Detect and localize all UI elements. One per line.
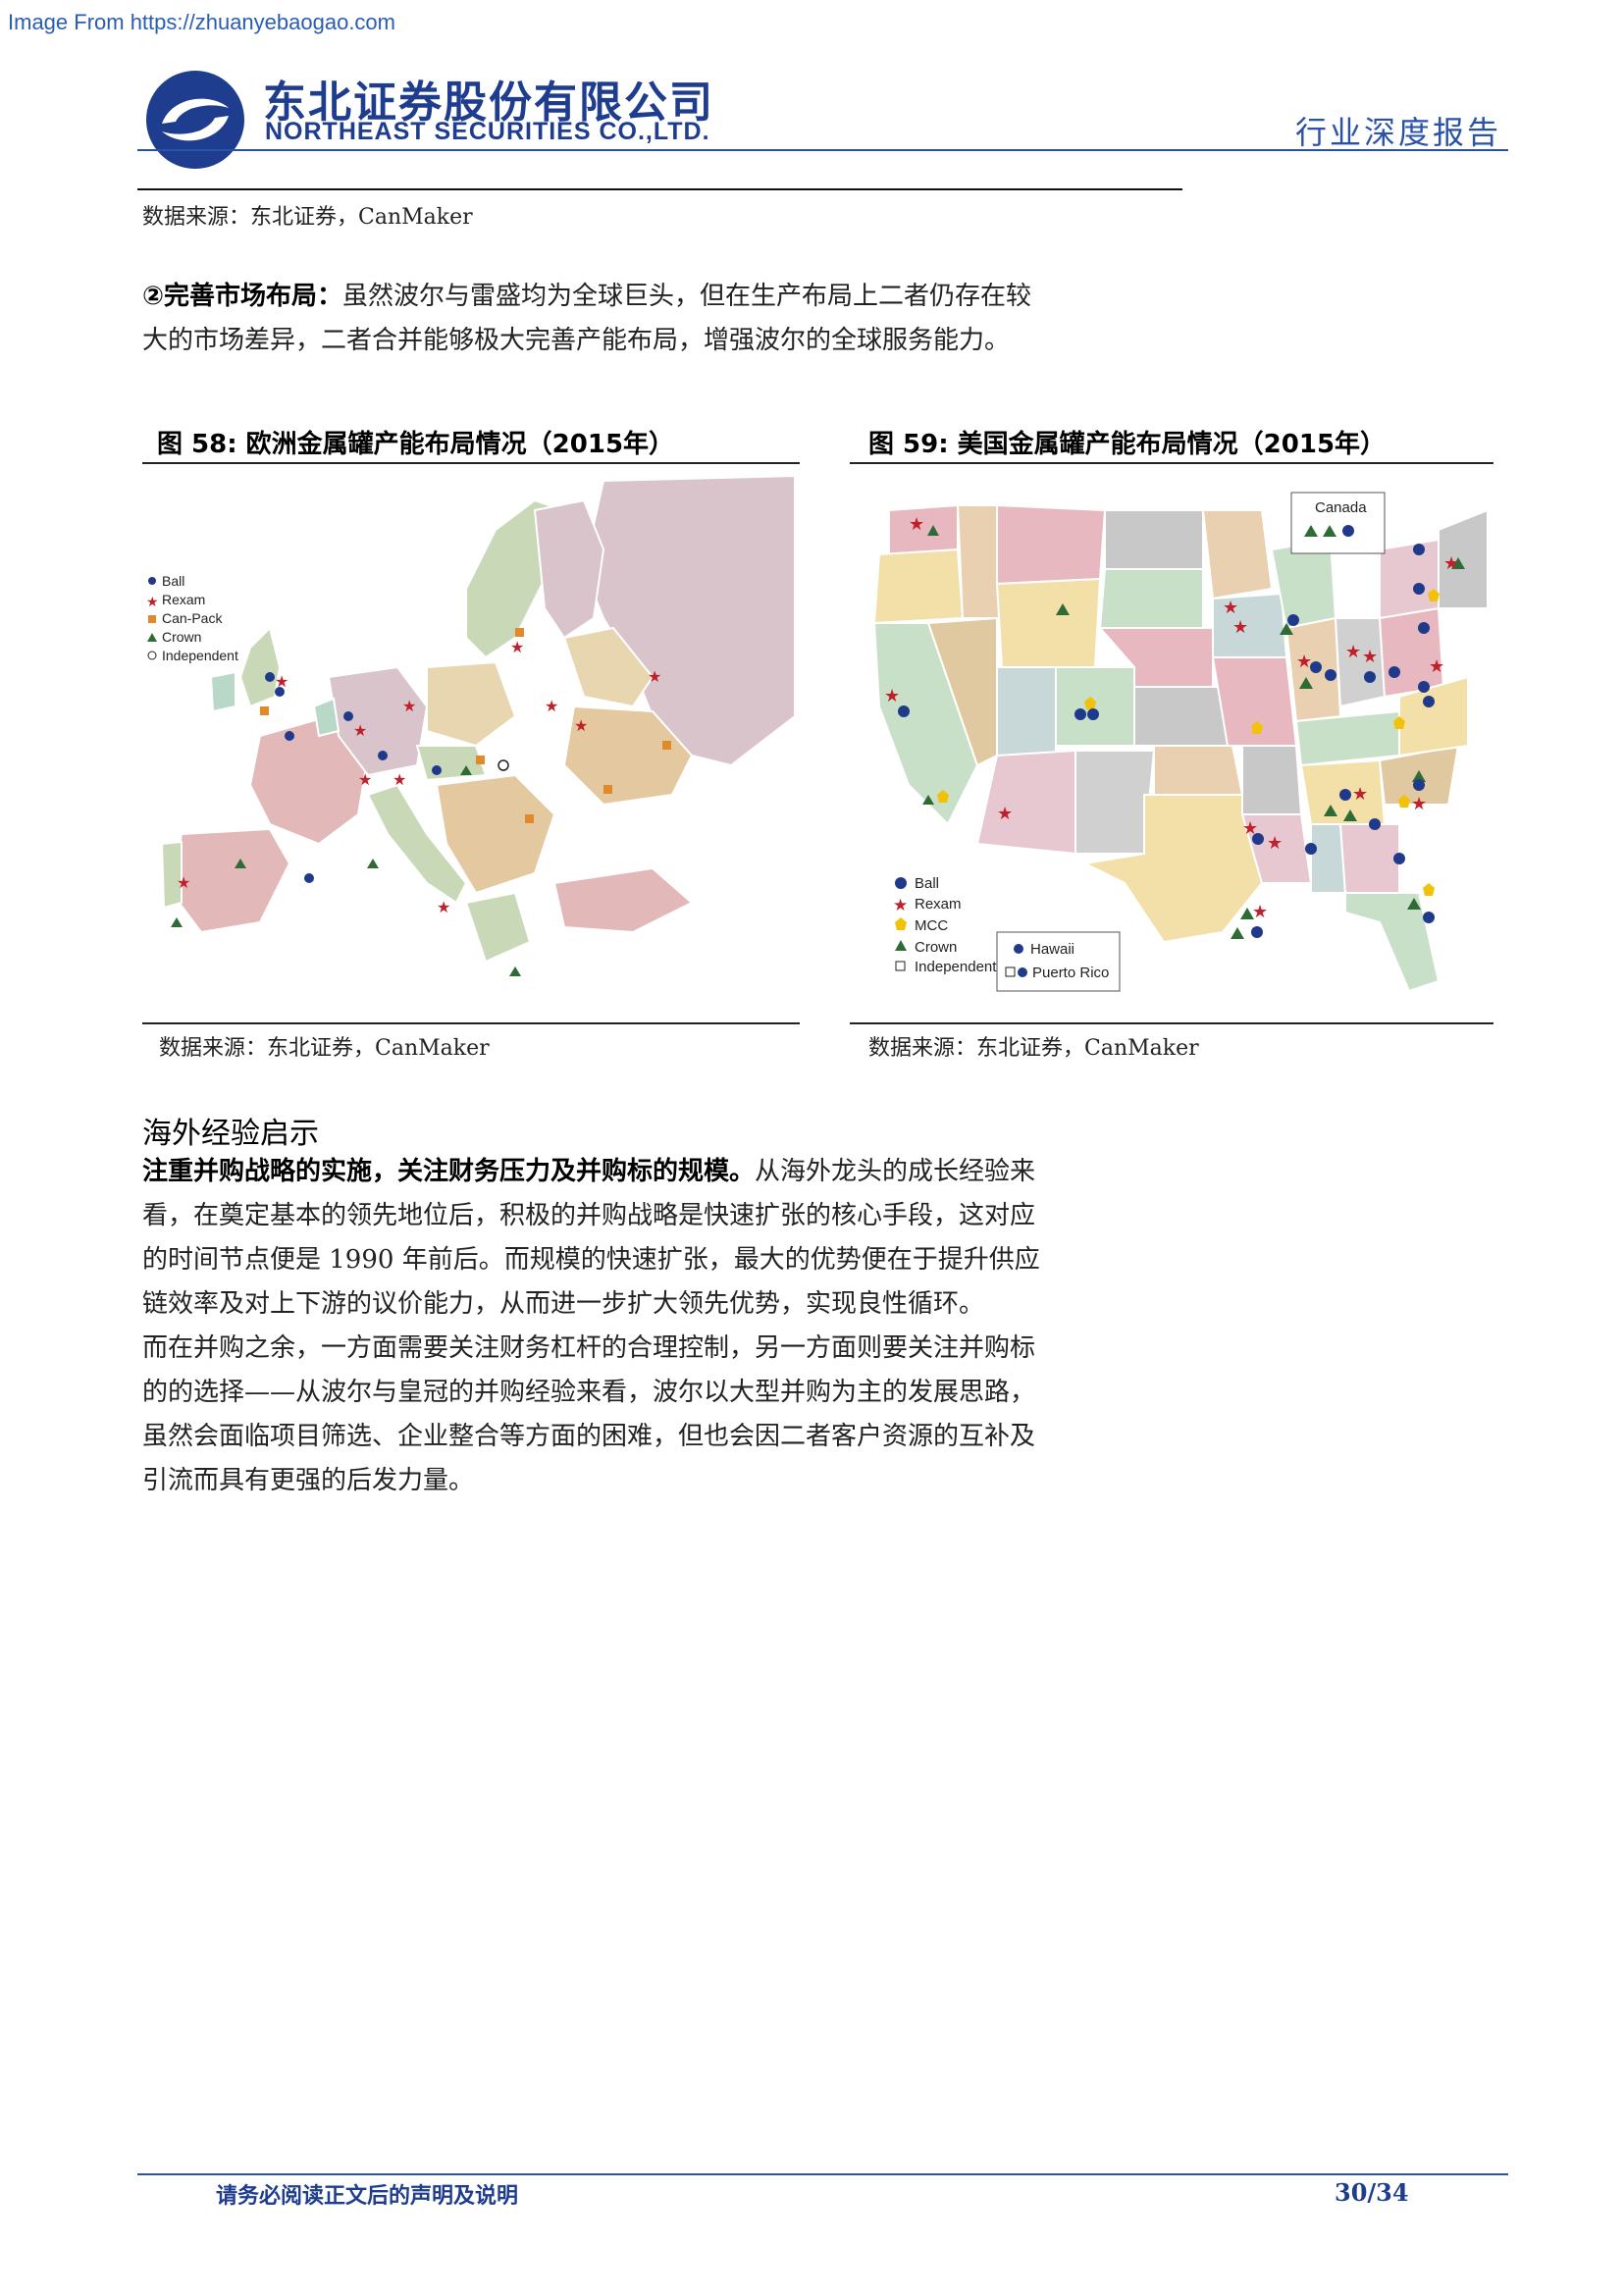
footer-disclaimer: 请务必阅读正文后的声明及说明 [216, 2184, 519, 2209]
paragraph-mna-strategy: 注重并购战略的实施，关注财务压力及并购标的规模。从海外龙头的成长经验来 看，在奠… [142, 1150, 1163, 1327]
svg-text:★: ★ [1223, 598, 1238, 618]
svg-text:★: ★ [275, 672, 288, 691]
figure-59-bottom-rule [850, 1022, 1493, 1024]
canada-inset: Canada [1290, 492, 1386, 554]
svg-text:★: ★ [1362, 647, 1378, 667]
legend-independent: Independent [915, 959, 997, 975]
hawaii-pr-inset: Hawaii Puerto Rico [996, 931, 1121, 992]
svg-text:★: ★ [1352, 784, 1368, 805]
paragraph-line: 而在并购之余，一方面需要关注财务杠杆的合理控制，另一方面则要关注并购标 [142, 1333, 1036, 1363]
paragraph-line: 链效率及对上下游的议价能力，从而进一步扩大领先优势，实现良性循环。 [142, 1289, 985, 1319]
svg-text:★: ★ [884, 686, 900, 706]
svg-text:★: ★ [1443, 553, 1459, 574]
svg-text:★: ★ [1345, 642, 1361, 662]
svg-text:★: ★ [146, 595, 159, 610]
legend-canpack: Can-Pack [162, 610, 223, 626]
hawaii-label: Hawaii [1030, 941, 1074, 958]
svg-text:★: ★ [1411, 794, 1427, 814]
figure-58-source: 数据来源：东北证券，CanMaker [159, 1036, 490, 1061]
paragraph-line: 大的市场差异，二者合并能够极大完善产能布局，增强波尔的全球服务能力。 [142, 326, 1011, 355]
paragraph-market-layout: ②完善市场布局：虽然波尔与雷盛均为全球巨头，但在生产布局上二者仍存在较 大的市场… [142, 275, 1163, 363]
legend-crown: Crown [162, 629, 201, 645]
svg-text:★: ★ [510, 638, 524, 656]
puerto-rico-label: Puerto Rico [1032, 965, 1109, 981]
svg-text:★: ★ [1429, 656, 1444, 677]
figure-58-top-rule [142, 462, 800, 464]
paragraph-line: 看，在奠定基本的领先地位后，积极的并购战略是快速扩张的核心手段，这对应 [142, 1201, 1036, 1230]
usa-map-svg: Canada Hawaii Puerto Rico Ball ★ Rexam M… [872, 492, 1489, 993]
svg-text:★: ★ [893, 896, 908, 915]
svg-text:★: ★ [437, 898, 450, 916]
svg-text:★: ★ [1242, 818, 1258, 839]
europe-markers: ★ ★ ★ ★ ★ ★ ★ ★ ★ ★ ★ [171, 628, 671, 976]
svg-text:★: ★ [574, 716, 588, 735]
report-type-label: 行业深度报告 [1294, 114, 1501, 151]
figure-58-europe-map: Ball ★ Rexam Can-Pack Crown Independent … [142, 471, 800, 1016]
svg-text:★: ★ [353, 721, 367, 740]
header-divider [137, 149, 1508, 151]
paragraph-line: 虽然波尔与雷盛均为全球巨头，但在生产布局上二者仍存在较 [342, 282, 1032, 311]
legend-independent: Independent [162, 648, 238, 663]
figure-58-bottom-rule [142, 1022, 800, 1024]
figure-59-top-rule [850, 462, 1493, 464]
svg-text:★: ★ [545, 697, 558, 715]
europe-map-svg: Ball ★ Rexam Can-Pack Crown Independent … [146, 474, 796, 976]
usa-markers: ★ ★ ★ ★ ★ ★ ★ ★ [884, 514, 1465, 939]
svg-text:★: ★ [393, 770, 406, 789]
svg-text:★: ★ [909, 514, 924, 535]
watermark-text: Image From https://zhuanyebaogao.com [8, 10, 395, 34]
figure-59-title: 图 59: 美国金属罐产能布局情况（2015年） [868, 430, 1387, 459]
usa-legend: Ball ★ Rexam MCC Crown Independent [893, 875, 997, 975]
paragraph-lead: 注重并购战略的实施，关注财务压力及并购标的规模。 [142, 1157, 756, 1186]
canada-label: Canada [1315, 499, 1367, 516]
page-number: 30/34 [1335, 2178, 1409, 2207]
figure-58-title: 图 58: 欧洲金属罐产能布局情况（2015年） [157, 430, 675, 459]
legend-rexam: Rexam [915, 896, 962, 913]
paragraph-financial-leverage: 而在并购之余，一方面需要关注财务杠杆的合理控制，另一方面则要关注并购标 的的选择… [142, 1327, 1163, 1503]
company-name-en: NORTHEAST SECURITIES CO.,LTD. [265, 118, 710, 145]
paragraph-line: 虽然会面临项目筛选、企业整合等方面的困难，但也会因二者客户资源的互补及 [142, 1422, 1036, 1451]
paragraph-line: 的的选择——从波尔与皇冠的并购经验来看，波尔以大型并购为主的发展思路， [142, 1378, 1036, 1407]
legend-crown: Crown [915, 939, 957, 956]
europe-legend: Ball ★ Rexam Can-Pack Crown Independent [146, 573, 238, 663]
footer-divider [137, 2173, 1508, 2175]
paragraph-line: 从海外龙头的成长经验来 [755, 1157, 1036, 1186]
svg-text:★: ★ [1232, 617, 1248, 638]
top-figure-bottom-rule [137, 188, 1182, 190]
legend-ball: Ball [162, 573, 184, 589]
svg-text:★: ★ [997, 804, 1013, 824]
company-logo-icon [146, 71, 244, 169]
figure-59-source: 数据来源：东北证券，CanMaker [868, 1036, 1199, 1061]
svg-text:★: ★ [402, 697, 416, 715]
top-source-note: 数据来源：东北证券，CanMaker [142, 205, 473, 230]
svg-text:★: ★ [1296, 652, 1312, 672]
section-heading: 海外经验启示 [142, 1117, 319, 1151]
svg-text:★: ★ [358, 770, 372, 789]
legend-mcc: MCC [915, 917, 948, 934]
svg-text:★: ★ [1267, 833, 1283, 854]
svg-text:★: ★ [648, 667, 661, 686]
company-name-cn: 东北证券股份有限公司 [263, 78, 714, 128]
svg-text:★: ★ [1252, 902, 1268, 922]
paragraph-line: 引流而具有更强的后发力量。 [142, 1466, 475, 1495]
paragraph-line: 的时间节点便是 1990 年前后。而规模的快速扩张，最大的优势便在于提升供应 [142, 1245, 1040, 1275]
paragraph-lead: ②完善市场布局： [142, 282, 343, 311]
figure-59-usa-map: Canada Hawaii Puerto Rico Ball ★ Rexam M… [850, 471, 1493, 1016]
legend-rexam: Rexam [162, 592, 205, 607]
legend-ball: Ball [915, 875, 939, 892]
svg-text:★: ★ [177, 873, 190, 892]
